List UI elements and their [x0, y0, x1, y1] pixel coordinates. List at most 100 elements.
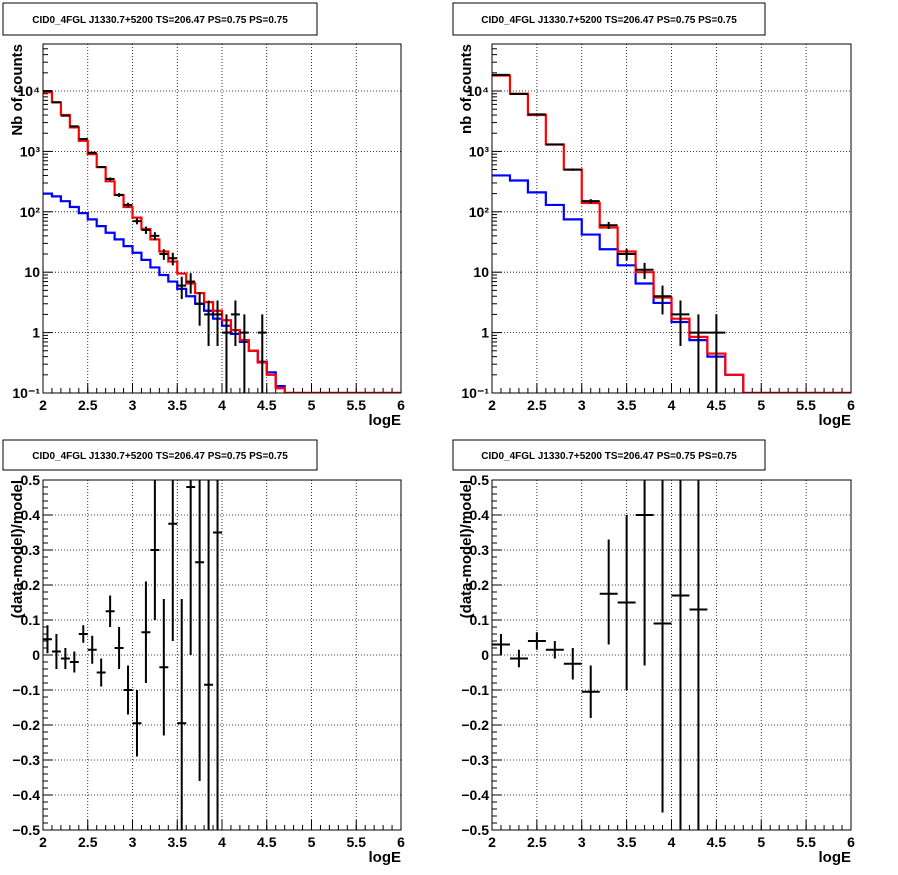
series-line-red: [492, 74, 851, 393]
chart-title: CID0_4FGL J1330.7+5200 TS=206.47 PS=0.75…: [481, 451, 737, 462]
data-point: [159, 249, 169, 260]
data-point: [114, 627, 124, 669]
data-point: [87, 635, 97, 664]
data-point: [599, 221, 618, 229]
data-point: [689, 480, 708, 830]
data-point: [617, 248, 636, 261]
x-tick-label: 2: [488, 834, 496, 850]
data-point: [168, 480, 178, 641]
data-point: [78, 138, 88, 141]
x-tick-label: 5: [757, 834, 765, 850]
plot-frame: [42, 43, 402, 394]
data-point: [132, 690, 142, 757]
y-tick-label: 10⁻¹: [12, 385, 40, 401]
y-tick-label: −0.3: [461, 752, 489, 768]
chart-title: CID0_4FGL J1330.7+5200 TS=206.47 PS=0.75…: [32, 451, 288, 462]
chart-panel-4: CID0_4FGL J1330.7+5200 TS=206.47 PS=0.75…: [452, 439, 855, 866]
x-tick-label: 5.5: [796, 834, 816, 850]
data-point: [257, 314, 267, 393]
y-tick-label: 10³: [469, 143, 490, 159]
plot-frame: [491, 479, 852, 831]
data-point: [168, 252, 178, 266]
y-tick-label: 0.5: [470, 472, 490, 488]
y-tick-label: 0.4: [21, 507, 41, 523]
data-point: [204, 300, 214, 346]
y-tick-label: 10³: [20, 143, 41, 159]
x-tick-label: 6: [847, 834, 855, 850]
x-tick-label: 4: [218, 397, 226, 413]
x-tick-label: 6: [397, 834, 405, 850]
y-tick-label: 0.5: [21, 472, 41, 488]
data-point: [141, 581, 151, 683]
y-tick-label: 0.1: [470, 612, 490, 628]
chart-title: CID0_4FGL J1330.7+5200 TS=206.47 PS=0.75…: [481, 15, 737, 26]
y-axis-label: nb of counts: [458, 44, 475, 134]
data-point: [195, 292, 205, 326]
x-tick-label: 5.5: [347, 834, 367, 850]
data-point: [230, 300, 240, 346]
data-point: [653, 285, 672, 315]
chart-panel-3: CID0_4FGL J1330.7+5200 TS=206.47 PS=0.75…: [2, 439, 405, 866]
data-point: [563, 168, 582, 171]
x-tick-label: 4: [668, 397, 676, 413]
x-tick-label: 5: [308, 834, 316, 850]
x-tick-label: 3.5: [617, 834, 637, 850]
data-point: [492, 634, 510, 655]
data-point: [527, 632, 546, 650]
chart-panel-1: CID0_4FGL J1330.7+5200 TS=206.47 PS=0.75…: [2, 2, 405, 429]
data-point: [132, 218, 142, 225]
chart-panel-2: CID0_4FGL J1330.7+5200 TS=206.47 PS=0.75…: [452, 2, 855, 429]
series-line-red: [43, 91, 401, 393]
data-layer: [43, 90, 401, 393]
data-point: [509, 649, 528, 668]
data-point: [96, 658, 106, 687]
x-tick-label: 3.5: [168, 397, 188, 413]
x-tick-label: 4.5: [257, 834, 277, 850]
x-tick-label: 2: [39, 834, 47, 850]
data-point: [204, 480, 214, 830]
x-tick-label: 2.5: [78, 834, 98, 850]
y-axis-label: (data-model)/model: [9, 480, 26, 618]
data-layer: [492, 73, 851, 393]
data-point: [177, 599, 187, 830]
x-tick-label: 4.5: [257, 397, 277, 413]
x-tick-label: 3: [129, 834, 137, 850]
data-point: [635, 480, 654, 666]
x-tick-label: 3.5: [617, 397, 637, 413]
y-tick-label: 1: [32, 325, 40, 341]
data-point: [653, 480, 672, 813]
data-point: [635, 262, 654, 280]
plot-frame: [491, 43, 852, 394]
data-point: [545, 143, 564, 146]
data-point: [141, 226, 151, 234]
y-tick-label: 0.2: [21, 577, 41, 593]
y-tick-label: 0.2: [470, 577, 490, 593]
title-box: [452, 2, 766, 36]
series-line-blue: [43, 192, 401, 393]
data-point: [87, 151, 97, 154]
data-point: [563, 648, 582, 680]
data-point: [222, 314, 231, 393]
x-tick-label: 6: [397, 397, 405, 413]
data-point: [527, 113, 546, 116]
title-box: [2, 439, 318, 471]
title-box: [2, 2, 318, 36]
y-tick-label: 10²: [469, 204, 490, 220]
data-point: [69, 651, 79, 673]
x-tick-label: 4.5: [707, 397, 727, 413]
data-point: [707, 314, 726, 393]
data-point: [43, 90, 52, 93]
data-point: [509, 93, 528, 96]
y-tick-label: 10⁴: [18, 83, 41, 99]
y-tick-label: −0.3: [12, 752, 40, 768]
x-tick-label: 3: [578, 834, 586, 850]
y-tick-label: −0.1: [12, 682, 40, 698]
y-tick-label: −0.5: [461, 822, 489, 838]
data-point: [60, 114, 70, 117]
y-tick-label: 0.1: [21, 612, 41, 628]
y-axis-label: Nb of counts: [9, 44, 26, 136]
x-tick-label: 4: [218, 834, 226, 850]
data-point: [689, 314, 708, 393]
data-point: [51, 101, 61, 104]
